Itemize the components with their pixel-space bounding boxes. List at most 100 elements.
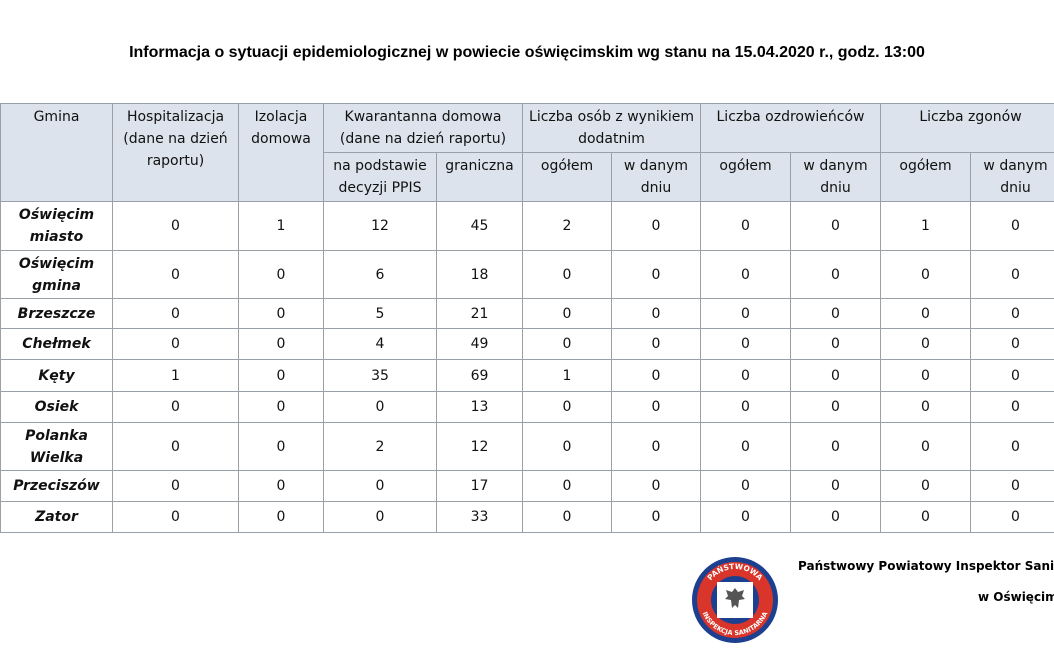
cell: 0 <box>611 328 701 360</box>
cell: 0 <box>611 298 701 329</box>
cell: 0 <box>112 201 239 251</box>
cell: 0 <box>700 359 791 392</box>
table-row: Oświęcim gmina 0 0 6 18 0 0 0 0 0 0 <box>0 250 1054 299</box>
cell: 0 <box>323 470 437 502</box>
cell: 69 <box>436 359 523 392</box>
cell: 0 <box>238 470 324 502</box>
table-row: Polanka Wielka 0 0 2 12 0 0 0 0 0 0 <box>0 422 1054 471</box>
cell: 17 <box>436 470 523 502</box>
title: Informacja o sytuacji epidemiologicznej … <box>129 44 925 61</box>
cell: 0 <box>700 328 791 360</box>
cell: 0 <box>700 422 791 471</box>
cell: 0 <box>880 328 972 360</box>
table-row: Osiek 0 0 0 13 0 0 0 0 0 0 <box>0 391 1054 423</box>
cell: 0 <box>970 422 1054 471</box>
column-header: Liczba zgonów <box>880 103 1054 153</box>
cell: 2 <box>522 201 612 251</box>
subcolumn-header: w danym dniu <box>970 152 1054 202</box>
cell: 5 <box>323 298 437 329</box>
cell: 0 <box>611 501 701 533</box>
cell: 0 <box>700 298 791 329</box>
cell: 0 <box>112 250 239 299</box>
cell: 0 <box>700 501 791 533</box>
row-name: Oświęcim miasto <box>0 201 113 251</box>
cell: 13 <box>436 391 523 423</box>
cell: 1 <box>880 201 972 251</box>
cell: 0 <box>238 391 324 423</box>
table-row: Przeciszów 0 0 0 17 0 0 0 0 0 0 <box>0 470 1054 502</box>
cell: 21 <box>436 298 523 329</box>
cell: 0 <box>700 470 791 502</box>
cell: 0 <box>522 422 612 471</box>
cell: 0 <box>522 391 612 423</box>
cell: 0 <box>611 391 701 423</box>
cell: 4 <box>323 328 437 360</box>
row-name: Osiek <box>0 391 113 423</box>
cell: 0 <box>323 391 437 423</box>
cell: 0 <box>238 359 324 392</box>
cell: 1 <box>522 359 612 392</box>
cell: 35 <box>323 359 437 392</box>
cell: 1 <box>112 359 239 392</box>
table-row: Kęty 1 0 35 69 1 0 0 0 0 0 <box>0 359 1054 392</box>
cell: 0 <box>522 328 612 360</box>
cell: 0 <box>238 422 324 471</box>
cell: 0 <box>112 501 239 533</box>
row-name: Brzeszcze <box>0 298 113 329</box>
cell: 0 <box>611 422 701 471</box>
cell: 49 <box>436 328 523 360</box>
column-header: Gmina <box>0 103 113 202</box>
cell: 0 <box>970 391 1054 423</box>
cell: 0 <box>970 470 1054 502</box>
cell: 0 <box>789 298 882 329</box>
cell: 0 <box>522 250 612 299</box>
subcolumn-header: ogółem <box>522 152 612 202</box>
table-row: Zator 0 0 0 33 0 0 0 0 0 0 <box>0 501 1054 533</box>
cell: 0 <box>238 328 324 360</box>
cell: 45 <box>436 201 523 251</box>
cell: 0 <box>112 470 239 502</box>
table-row: Chełmek 0 0 4 49 0 0 0 0 0 0 <box>0 328 1054 360</box>
subcolumn-header: w danym dniu <box>789 152 882 202</box>
cell: 0 <box>238 298 324 329</box>
subcolumn-header: w danym dniu <box>611 152 701 202</box>
cell: 2 <box>323 422 437 471</box>
row-name: Oświęcim gmina <box>0 250 113 299</box>
cell: 18 <box>436 250 523 299</box>
cell: 12 <box>436 422 523 471</box>
cell: 0 <box>700 391 791 423</box>
cell: 0 <box>789 359 882 392</box>
table-row: Brzeszcze 0 0 5 21 0 0 0 0 0 0 <box>0 298 1054 329</box>
cell: 0 <box>789 391 882 423</box>
cell: 12 <box>323 201 437 251</box>
column-header: Kwarantanna domowa (dane na dzień raport… <box>323 103 523 153</box>
cell: 0 <box>112 422 239 471</box>
cell: 0 <box>700 250 791 299</box>
cell: 0 <box>880 359 972 392</box>
eagle <box>725 588 745 608</box>
subcolumn-header: ogółem <box>880 152 972 202</box>
row-name: Przeciszów <box>0 470 113 502</box>
row-name: Polanka Wielka <box>0 422 113 471</box>
cell: 0 <box>880 298 972 329</box>
cell: 0 <box>238 250 324 299</box>
cell: 0 <box>238 501 324 533</box>
cell: 0 <box>112 298 239 329</box>
column-header: Liczba ozdrowieńców <box>699 103 882 153</box>
cell: 0 <box>789 201 882 251</box>
cell: 0 <box>611 470 701 502</box>
cell: 0 <box>880 391 972 423</box>
cell: 0 <box>880 501 972 533</box>
cell: 0 <box>880 422 972 471</box>
table-row: Oświęcim miasto 0 1 12 45 2 0 0 0 1 0 <box>0 201 1054 251</box>
cell: 0 <box>112 328 239 360</box>
cell: 0 <box>112 391 239 423</box>
subcolumn-header: na podstawie decyzji PPIS <box>323 152 437 202</box>
cell: 0 <box>970 359 1054 392</box>
cell: 0 <box>970 501 1054 533</box>
cell: 0 <box>611 250 701 299</box>
cell: 0 <box>522 298 612 329</box>
cell: 33 <box>436 501 523 533</box>
cell: 0 <box>789 501 882 533</box>
